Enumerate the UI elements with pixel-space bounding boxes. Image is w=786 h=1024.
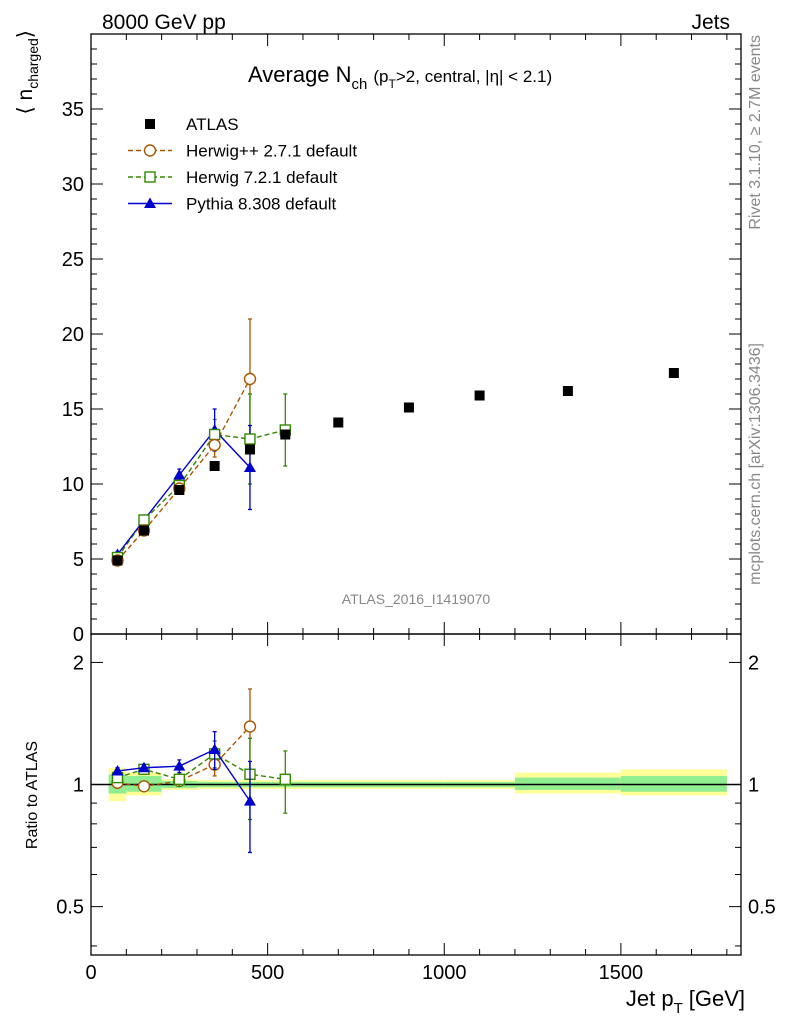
title-cond-sub: T	[389, 77, 397, 91]
main-point-herwig7	[244, 433, 256, 445]
main-point-atlas	[403, 402, 414, 413]
main-line-herwigpp	[116, 378, 251, 561]
main-y-tick-label: 0	[73, 624, 84, 646]
ylabel-sub-part: charged	[25, 38, 41, 89]
xlabel-unit-part: [GeV]	[689, 986, 745, 1011]
main-point-herwig7	[208, 428, 221, 441]
main-y-tick-label: 20	[62, 324, 84, 346]
header-right-label: Jets	[691, 11, 730, 34]
rivet-version-label: Rivet 3.1.10, ≥ 2.7M events	[747, 35, 764, 230]
mcplots-reference-label: mcplots.cern.ch [arXiv:1306.3436]	[747, 343, 764, 585]
xlabel-sub-part: T	[674, 1000, 683, 1017]
main-y-tick-label: 10	[62, 474, 84, 496]
ratio-band-inner	[514, 777, 621, 790]
ratio-point-pythia	[173, 760, 186, 771]
ratio-point-pythia	[111, 764, 124, 776]
main-y-axis-label: ⟨ ncharged⟩	[14, 30, 41, 115]
ratio-y-tick-label-left: 1	[73, 775, 84, 797]
ylabel-close-part: ⟩	[14, 30, 37, 38]
legend-label-herwig7: Herwig 7.2.1 default	[186, 168, 337, 187]
main-point-pythia	[243, 461, 256, 472]
ratio-plot-frame	[90, 633, 742, 956]
ratio-point-pythia	[137, 761, 150, 773]
ratio-point-herwigpp	[243, 720, 257, 733]
x-axis-label: Jet pT [GeV]	[626, 986, 745, 1017]
ratio-y-tick-label-left: 0.5	[56, 897, 84, 919]
main-point-atlas	[244, 444, 255, 455]
x-tick-label: 1500	[599, 962, 644, 984]
x-tick-label: 500	[251, 962, 284, 984]
ratio-y-tick-label-right: 1	[748, 775, 759, 797]
main-point-atlas	[112, 555, 123, 566]
ratio-line-herwigpp	[117, 726, 251, 788]
ratio-point-herwigpp	[137, 780, 151, 793]
ratio-y-tick-label-right: 0.5	[748, 897, 776, 919]
legend-marker-herwigpp	[143, 144, 157, 157]
main-point-pythia	[173, 469, 186, 480]
x-tick-label: 1000	[422, 962, 467, 984]
analysis-watermark: ATLAS_2016_I1419070	[342, 591, 491, 607]
legend-marker-atlas	[145, 119, 155, 129]
legend-label-pythia: Pythia 8.308 default	[186, 195, 337, 214]
main-point-atlas	[474, 390, 485, 401]
ratio-y-axis-label: Ratio to ATLAS	[24, 741, 41, 849]
ylabel-main-part: ⟨ n	[14, 89, 37, 115]
main-y-tick-label: 25	[62, 249, 84, 271]
header-left-label: 8000 GeV pp	[102, 11, 226, 34]
main-point-atlas	[333, 417, 344, 428]
title-cond-post: >2, central, |η| < 2.1)	[396, 67, 552, 86]
main-y-tick-label: 35	[62, 99, 84, 121]
xlabel-main-part: Jet p	[626, 986, 674, 1011]
main-y-tick-label: 15	[62, 399, 84, 421]
ratio-y-tick-label-left: 2	[73, 652, 84, 674]
main-point-atlas	[174, 485, 185, 495]
ratio-line-herwig7	[117, 753, 286, 781]
legend-label-atlas: ATLAS	[186, 115, 239, 134]
main-point-atlas	[668, 368, 679, 378]
x-tick-label: 0	[85, 962, 96, 984]
main-line-herwig7	[116, 429, 286, 558]
ratio-point-pythia	[208, 743, 221, 754]
main-point-herwigpp	[208, 438, 221, 452]
legend-label-herwigpp: Herwig++ 2.7.1 default	[186, 142, 357, 161]
main-y-tick-label: 5	[73, 549, 84, 571]
main-point-atlas	[138, 525, 149, 536]
ratio-y-tick-label-right: 2	[748, 652, 759, 674]
main-point-atlas	[280, 429, 291, 440]
main-y-tick-label: 30	[62, 174, 84, 196]
main-point-herwig7	[138, 514, 150, 526]
legend-marker-herwig7	[144, 171, 156, 183]
main-point-atlas	[562, 386, 573, 396]
main-point-atlas	[209, 461, 220, 471]
title-main-part: Average N	[248, 62, 352, 87]
main-point-herwigpp	[243, 372, 257, 386]
main-title: Average Nch (pT>2, central, |η| < 2.1)	[248, 62, 552, 93]
ratio-point-herwig7	[279, 773, 291, 786]
title-cond-pre: (p	[373, 67, 388, 86]
ratio-point-pythia	[243, 795, 256, 806]
ratio-point-herwig7	[173, 773, 186, 786]
legend-marker-pythia	[144, 197, 156, 208]
title-sub-part: ch	[352, 76, 368, 93]
